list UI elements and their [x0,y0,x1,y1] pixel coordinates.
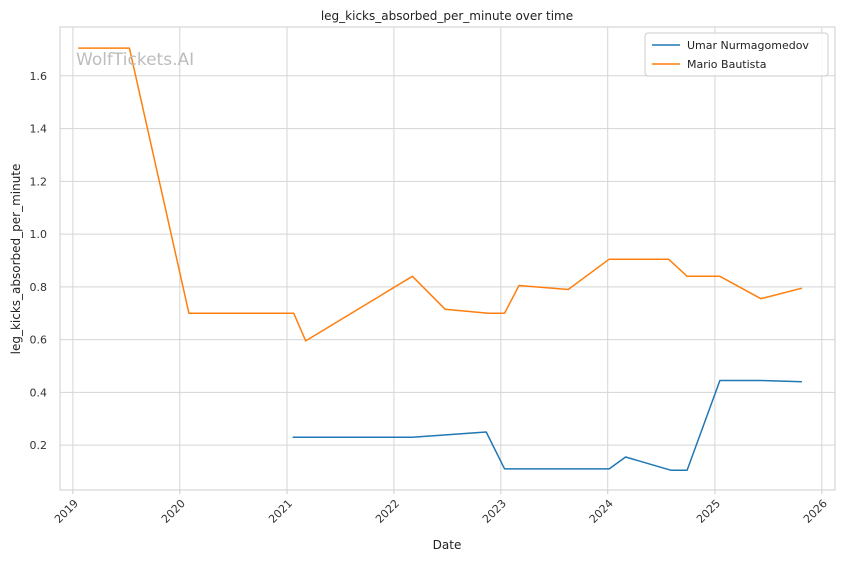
legend: Umar Nurmagomedov Mario Bautista [644,32,829,77]
y-axis-label: leg_kicks_absorbed_per_minute [9,164,23,355]
y-tick-label: 0.8 [30,281,48,294]
watermark: WolfTickets.AI [76,50,194,70]
x-tick-label: 2020 [159,497,188,526]
y-tick-label: 1.2 [30,175,48,188]
series-lines [78,47,803,471]
y-tick-label: 1.0 [30,228,48,241]
x-tick-label: 2025 [694,497,723,526]
y-tick-label: 0.6 [30,334,48,347]
chart-title: leg_kicks_absorbed_per_minute over time [321,9,573,23]
x-axis-label: Date [433,538,462,552]
legend-label-umar-nurmagomedov: Umar Nurmagomedov [687,39,809,52]
x-tick-label: 2026 [801,497,830,526]
series-line-mario-bautista [78,47,803,342]
y-tick-label: 0.4 [30,386,48,399]
x-tick-label: 2019 [52,497,81,526]
legend-label-mario-bautista: Mario Bautista [687,58,766,71]
y-axis-ticks: 0.2 0.4 0.6 0.8 1.0 1.2 1.4 1.6 [30,70,48,452]
y-tick-label: 1.6 [30,70,48,83]
x-axis-ticks: 2019 2020 2021 2022 2023 2024 2025 2026 [52,490,830,526]
series-line-umar-nurmagomedov [292,379,802,471]
y-tick-label: 0.2 [30,439,48,452]
x-tick-label: 2022 [373,497,402,526]
plot-area [59,26,836,491]
x-tick-label: 2021 [266,497,295,526]
y-tick-label: 1.4 [30,123,48,136]
x-tick-label: 2024 [587,497,616,526]
legend-box [644,32,829,77]
x-tick-label: 2023 [480,497,509,526]
grid [60,27,835,490]
